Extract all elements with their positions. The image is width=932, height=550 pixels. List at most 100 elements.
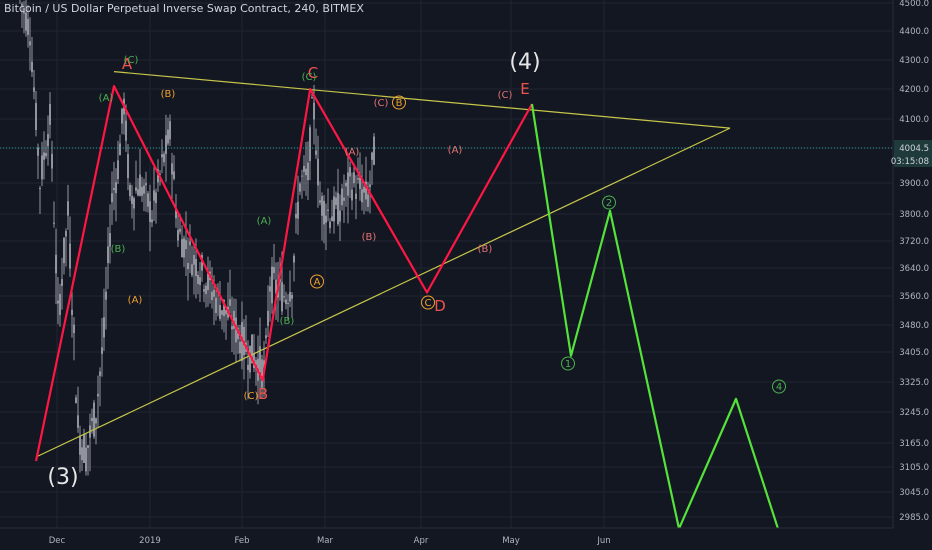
candle-body <box>361 189 363 203</box>
candle-body <box>93 402 95 437</box>
time-axis-background <box>0 528 932 550</box>
wave-label: (C) <box>302 72 317 83</box>
time-axis[interactable]: Dec 2019 Feb Mar Apr May Jun <box>0 527 932 550</box>
price-tick-label: 3245.0 <box>899 408 929 418</box>
candle-body <box>125 120 127 141</box>
candle-body <box>121 108 123 124</box>
candle-body <box>185 240 187 250</box>
candle-body <box>149 201 151 222</box>
candle-body <box>21 3 23 6</box>
wave-label-circle <box>561 356 575 371</box>
candle-body <box>23 8 25 14</box>
price-tick-label: 3405.0 <box>899 348 929 358</box>
candle-body <box>173 171 175 179</box>
candle-body <box>175 207 177 219</box>
time-tick-label: Apr <box>414 536 429 546</box>
candle-body <box>137 189 139 196</box>
candle-body <box>171 163 173 175</box>
candle-body <box>365 181 367 200</box>
candle-body <box>367 194 369 207</box>
candle-body <box>297 201 299 219</box>
candle-body <box>251 334 253 363</box>
candle-body <box>333 196 335 222</box>
candle-body <box>29 41 31 46</box>
price-tick-label: 4100.0 <box>899 115 929 125</box>
candle-body <box>113 188 115 191</box>
price-tick-label: 3045.0 <box>899 488 929 498</box>
candle-body <box>133 198 135 209</box>
candle-body <box>303 165 305 172</box>
candle-body <box>359 176 361 190</box>
candle-body <box>187 262 189 270</box>
price-tag-box <box>894 140 932 154</box>
chart-header: Bitcoin / US Dollar Perpetual Inverse Sw… <box>4 2 364 15</box>
candle-body <box>107 246 109 263</box>
price-tick-label: 2985.0 <box>899 513 929 523</box>
candle-body <box>49 103 51 125</box>
candle-body <box>299 183 301 192</box>
candle-body <box>85 447 87 472</box>
candle-body <box>341 188 343 206</box>
candle-body <box>239 341 241 354</box>
triangle-line <box>113 71 731 129</box>
candle-body <box>65 231 67 237</box>
wave-label: (A) <box>99 93 114 104</box>
candle-body <box>109 233 111 247</box>
price-tick-label: 3560.0 <box>899 292 929 302</box>
candle-body <box>221 310 223 315</box>
candle-body <box>281 282 283 312</box>
candle-body <box>263 360 265 371</box>
candle-body <box>315 150 317 155</box>
wave-label: (C) <box>124 55 139 66</box>
price-tick-label: 3105.0 <box>899 463 929 473</box>
candle-body <box>199 277 201 286</box>
candle-body <box>87 445 89 448</box>
candle-body <box>181 239 183 258</box>
price-tick-label: 3900.0 <box>899 179 929 189</box>
candle-body <box>119 143 121 155</box>
candle-body <box>47 134 49 147</box>
candle-body <box>45 152 47 157</box>
candle-body <box>81 447 83 461</box>
wave-label: (A) <box>345 147 360 158</box>
candle-body <box>167 129 169 144</box>
candle-body <box>343 197 345 201</box>
candle-body <box>311 97 313 99</box>
candle-body <box>215 297 217 314</box>
price-axis[interactable]: 4500.0 4400.0 4300.0 4200.0 4100.0 4004.5 03:1… <box>891 0 932 550</box>
candle-body <box>307 162 309 181</box>
candle-body <box>117 160 119 179</box>
wave-label: C <box>308 64 318 82</box>
candle-body <box>91 417 93 422</box>
candle-body <box>189 241 191 246</box>
candle-body <box>135 187 137 191</box>
candle-body <box>43 152 45 160</box>
candle-body <box>329 221 331 228</box>
candle-body <box>131 195 133 204</box>
candle-body <box>95 418 97 424</box>
candle-body <box>33 87 35 92</box>
candle-body <box>153 190 155 201</box>
chart-grid <box>0 0 893 528</box>
candle-body <box>293 255 295 263</box>
candle-body <box>25 12 27 31</box>
candle-body <box>31 61 33 73</box>
wave-label: (B) <box>280 316 295 327</box>
candle-body <box>129 185 131 197</box>
candle-body <box>275 279 277 294</box>
candle-body <box>225 309 227 315</box>
candle-body <box>233 310 235 329</box>
candle-body <box>157 169 159 183</box>
candle-body <box>323 200 325 225</box>
candle-body <box>223 300 225 317</box>
candle-body <box>259 346 261 373</box>
candle-body <box>69 243 71 269</box>
candle-body <box>261 359 263 388</box>
wave-label: (A) <box>257 216 272 227</box>
candle-body <box>269 286 271 292</box>
candle-body <box>235 317 237 343</box>
candle-body <box>347 172 349 196</box>
wave-label-circle <box>421 295 435 310</box>
candle-body <box>319 200 321 203</box>
